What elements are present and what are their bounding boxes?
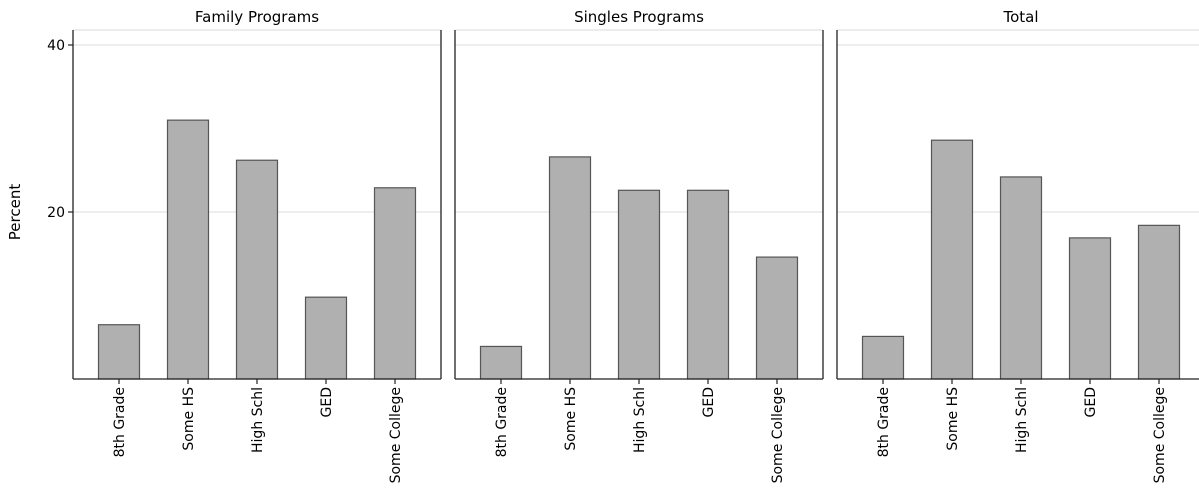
x-tick-label: GED [701,387,717,417]
x-tick-label: High Schl [632,387,648,453]
bar [166,119,210,380]
panel-1: 8th Grade Some HS High Schl GED Some College… [72,8,442,483]
x-tick-label: 8th Grade [112,387,128,457]
x-tick-label: Some College [1152,387,1168,483]
x-tick-label: 8th Grade [876,387,892,457]
bar [479,345,523,380]
panel-3: 8th Grade Some HS High Schl GED Some College… [836,8,1199,483]
x-tick-label: 8th Grade [494,387,510,457]
x-tick-label: Some HS [945,387,961,451]
bar [930,139,974,380]
bar [755,256,799,380]
bar [686,189,730,380]
bar [1137,224,1181,380]
bar [235,159,279,380]
y-tick-label: 40 [47,38,65,54]
y-tick-label: 20 [47,205,65,221]
panel-title: Singles Programs [574,8,704,26]
x-tick-label: Some HS [181,387,197,451]
bar [999,176,1043,380]
y-axis-title: Percent [6,184,24,241]
plot-layer: 8th Grade Some HS High Schl GED Some College… [47,8,1199,483]
x-tick-label: Some College [388,387,404,483]
panel-2: 8th Grade Some HS High Schl GED Some College… [454,8,824,483]
bar [861,335,905,380]
bar [304,296,348,380]
x-tick-label: Some HS [563,387,579,451]
bar [617,189,661,380]
x-tick-label: High Schl [1014,387,1030,453]
bar [97,324,141,380]
bar [373,187,417,380]
x-tick-label: GED [319,387,335,417]
x-tick-label: GED [1083,387,1099,417]
bar [548,156,592,380]
x-tick-label: Some College [770,387,786,483]
x-tick-label: High Schl [250,387,266,453]
panel-title: Total [1002,8,1038,26]
panel-title: Family Programs [195,8,319,26]
bar [1068,237,1112,380]
